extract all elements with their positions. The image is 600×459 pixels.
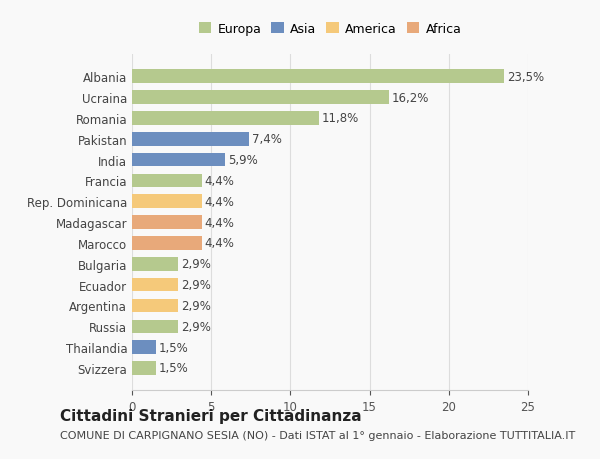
Text: 2,9%: 2,9% (181, 279, 211, 291)
Bar (132, 299, 178, 313)
Text: 2,9%: 2,9% (181, 320, 211, 333)
Text: Cittadini Stranieri per Cittadinanza: Cittadini Stranieri per Cittadinanza (60, 408, 362, 423)
Text: 4,4%: 4,4% (205, 237, 235, 250)
Bar (132, 153, 226, 167)
Text: 1,5%: 1,5% (159, 341, 188, 354)
Bar (132, 361, 156, 375)
Text: 1,5%: 1,5% (159, 362, 188, 375)
Bar (132, 133, 249, 146)
Bar (132, 112, 319, 125)
Bar (132, 91, 389, 105)
Bar (132, 70, 504, 84)
Bar (132, 195, 202, 208)
Text: 23,5%: 23,5% (508, 71, 545, 84)
Text: 11,8%: 11,8% (322, 112, 359, 125)
Bar (132, 341, 156, 354)
Bar (132, 174, 202, 188)
Text: 7,4%: 7,4% (253, 133, 282, 146)
Bar (132, 278, 178, 292)
Text: 4,4%: 4,4% (205, 174, 235, 188)
Text: 2,9%: 2,9% (181, 299, 211, 312)
Text: 2,9%: 2,9% (181, 257, 211, 271)
Text: 5,9%: 5,9% (229, 154, 259, 167)
Bar (132, 320, 178, 333)
Bar (132, 237, 202, 250)
Text: 4,4%: 4,4% (205, 196, 235, 208)
Legend: Europa, Asia, America, Africa: Europa, Asia, America, Africa (194, 18, 466, 41)
Bar (132, 257, 178, 271)
Bar (132, 216, 202, 230)
Text: 16,2%: 16,2% (392, 91, 429, 104)
Text: COMUNE DI CARPIGNANO SESIA (NO) - Dati ISTAT al 1° gennaio - Elaborazione TUTTIT: COMUNE DI CARPIGNANO SESIA (NO) - Dati I… (60, 431, 575, 440)
Text: 4,4%: 4,4% (205, 216, 235, 229)
